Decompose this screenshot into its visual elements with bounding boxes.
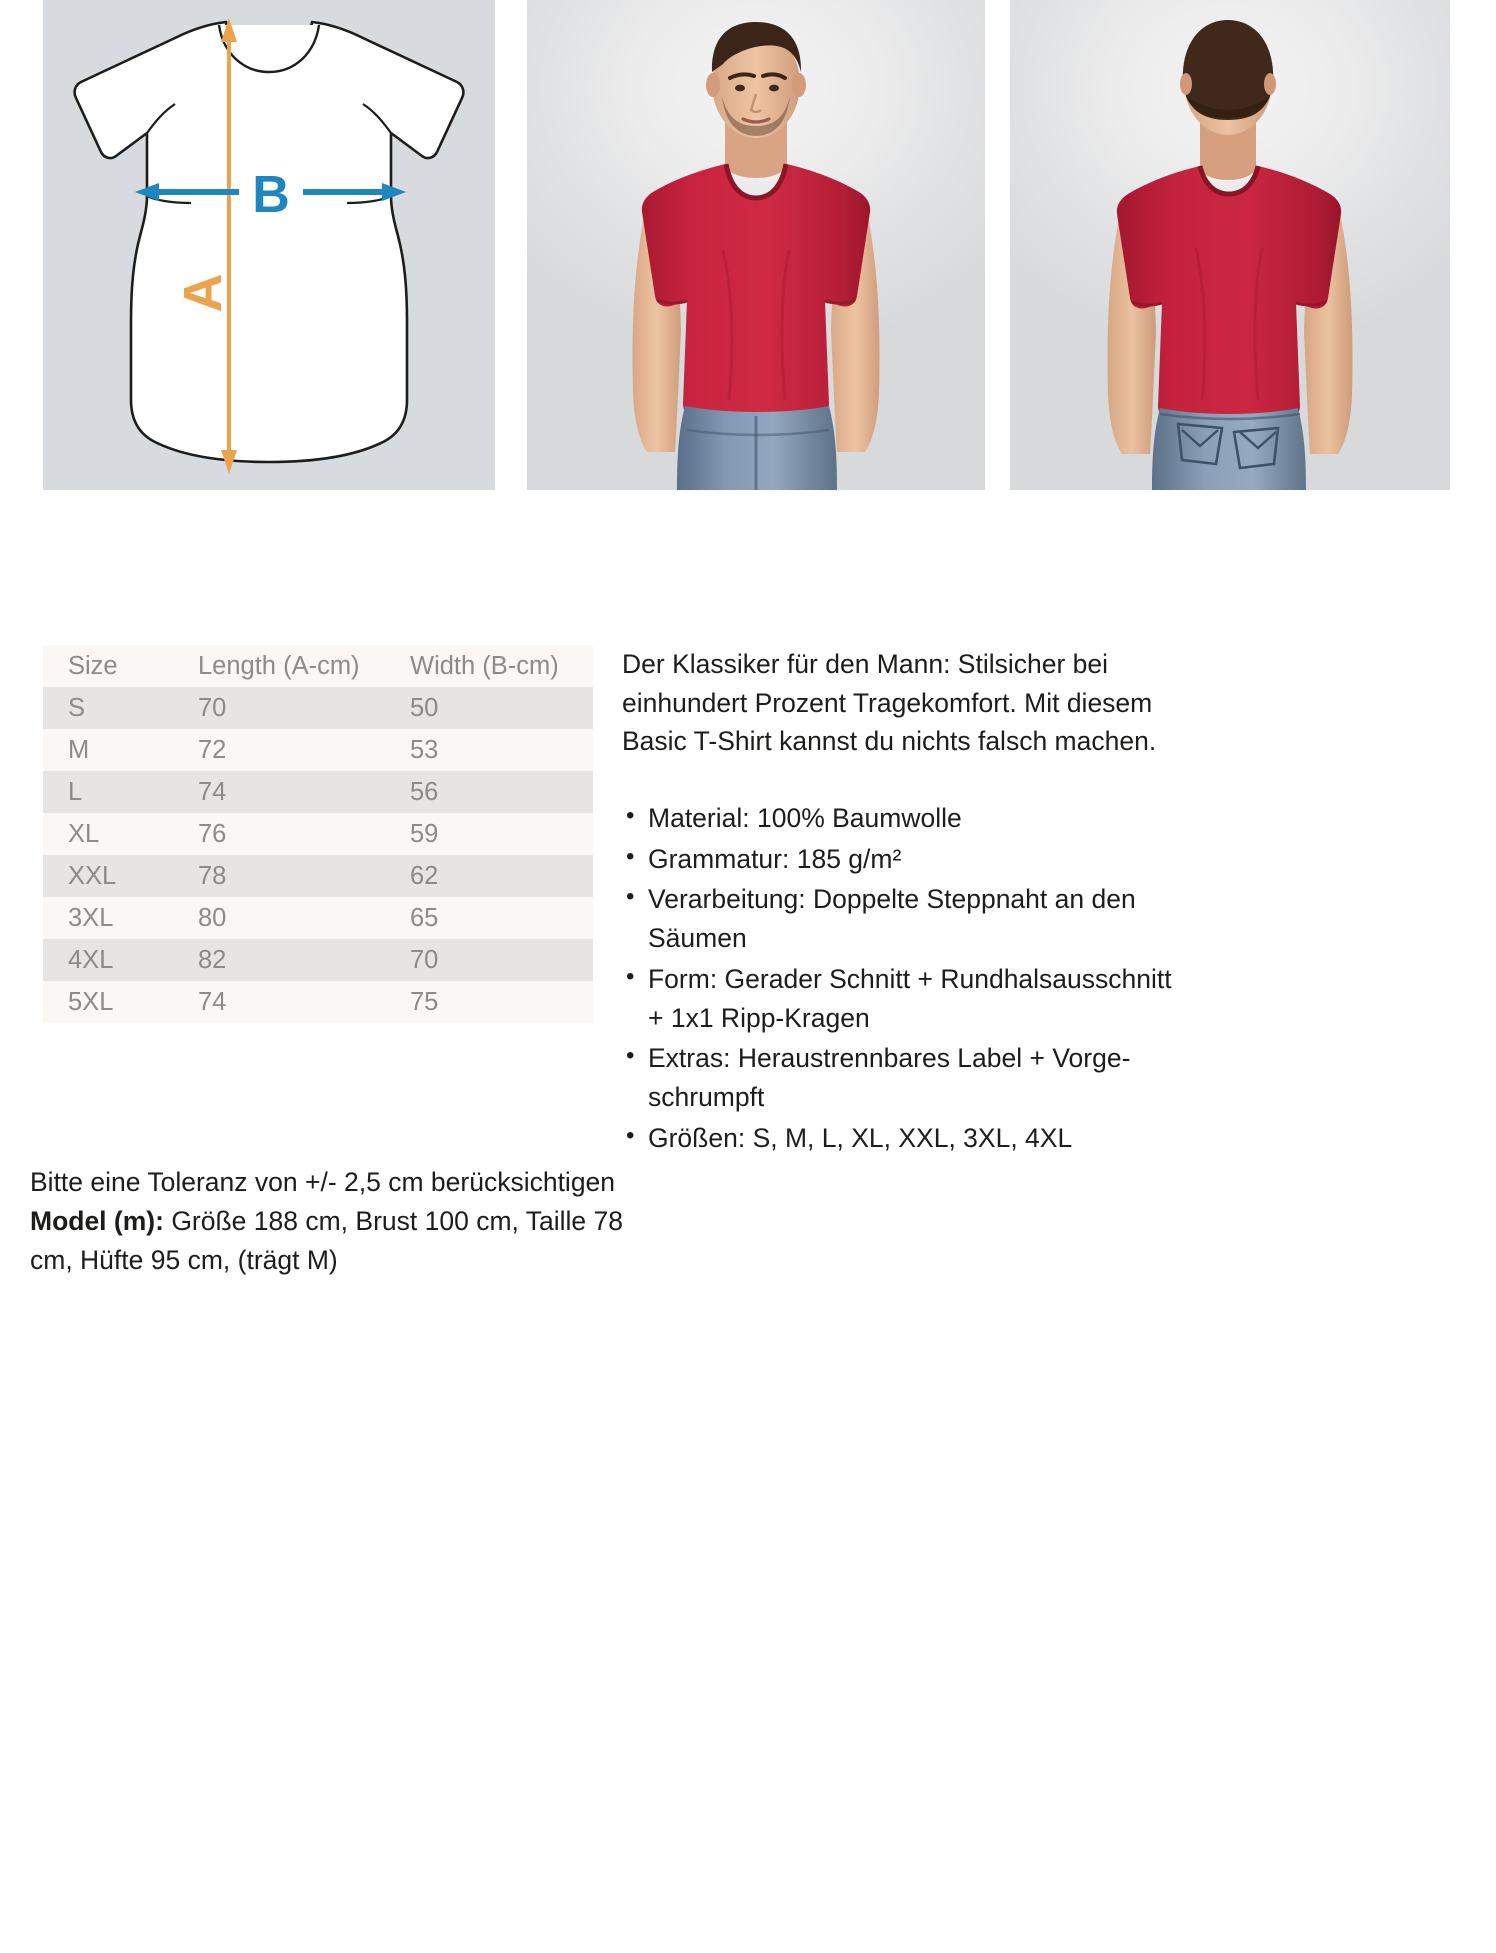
size-chart-body: S 70 50 M 72 53 L 74 56 XL 76 59 XXL 78 … (43, 687, 593, 1023)
list-item: Material: 100% Baumwolle (622, 798, 1182, 838)
cell-length: 80 (198, 903, 227, 932)
model-front-photo[interactable] (527, 0, 985, 490)
cell-length: 74 (198, 777, 227, 806)
model-back-illustration (1107, 20, 1353, 490)
list-item: Grammatur: 185 g/m² (622, 839, 1182, 879)
model-front-illustration (632, 22, 880, 490)
cell-length: 74 (198, 987, 227, 1016)
table-row: XL 76 59 (43, 813, 593, 855)
cell-length: 70 (198, 693, 227, 722)
cell-size: 4XL (68, 945, 114, 974)
cell-length: 72 (198, 735, 227, 764)
list-item: Form: Gerader Schnitt + Rundhalsausschni… (622, 959, 1182, 1037)
table-row: 4XL 82 70 (43, 939, 593, 981)
list-item: Größen: S, M, L, XL, XXL, 3XL, 4XL (622, 1118, 1182, 1158)
table-row: 5XL 74 75 (43, 981, 593, 1023)
measurement-notes: Bitte eine Toleranz von +/- 2,5 cm berüc… (30, 1163, 630, 1281)
header-width: Width (B-cm) (410, 651, 559, 680)
cell-size: L (68, 777, 83, 806)
tshirt-diagram-icon: A B (73, 18, 465, 474)
size-diagram-panel[interactable]: A B (43, 0, 495, 490)
product-image-gallery: A B (0, 0, 1496, 490)
model-label: Model (m): (30, 1206, 164, 1237)
cell-size: S (68, 693, 86, 722)
cell-length: 78 (198, 861, 227, 890)
cell-width: 59 (410, 819, 439, 848)
table-header-row: Size Length (A-cm) Width (B-cm) (43, 645, 593, 687)
table-row: S 70 50 (43, 687, 593, 729)
cell-width: 62 (410, 861, 439, 890)
list-item: Verarbeitung: Doppelte Steppnaht an den … (622, 879, 1182, 957)
table-row: L 74 56 (43, 771, 593, 813)
cell-size: XXL (68, 861, 117, 890)
description-intro: Der Klassiker für den Mann: Stilsicher b… (622, 649, 1157, 757)
size-chart-header: Size Length (A-cm) Width (B-cm) (43, 645, 593, 687)
header-length: Length (A-cm) (198, 651, 360, 680)
cell-width: 70 (410, 945, 439, 974)
length-label-a: A (173, 274, 233, 313)
cell-width: 50 (410, 693, 439, 722)
cell-width: 65 (410, 903, 439, 932)
table-row: XXL 78 62 (43, 855, 593, 897)
size-chart-table: Size Length (A-cm) Width (B-cm) S 70 50 … (43, 645, 593, 1023)
cell-width: 53 (410, 735, 439, 764)
list-item: Extras: Heraustrennbares Label + Vorge-s… (622, 1038, 1182, 1116)
cell-size: 3XL (68, 903, 114, 932)
cell-size: XL (68, 819, 100, 848)
length-measure-arrow (221, 18, 237, 474)
table-row: 3XL 80 65 (43, 897, 593, 939)
width-label-b: B (252, 166, 290, 224)
cell-length: 82 (198, 945, 227, 974)
model-note: Model (m): Größe 188 cm, Brust 100 cm, T… (30, 1202, 630, 1280)
cell-width: 75 (410, 987, 439, 1016)
model-back-photo[interactable] (1010, 0, 1450, 490)
product-feature-list: Material: 100% Baumwolle Grammatur: 185 … (622, 798, 1182, 1158)
cell-length: 76 (198, 819, 227, 848)
product-description: Der Klassiker für den Mann: Stilsicher b… (622, 645, 1182, 1159)
cell-width: 56 (410, 777, 439, 806)
cell-size: M (68, 735, 90, 764)
model-measurements: Größe 188 cm, Brust 100 cm, Taille 78 cm… (30, 1206, 623, 1276)
cell-size: 5XL (68, 987, 114, 1016)
tolerance-note: Bitte eine Toleranz von +/- 2,5 cm berüc… (30, 1167, 616, 1197)
header-size: Size (68, 651, 118, 680)
table-row: M 72 53 (43, 729, 593, 771)
